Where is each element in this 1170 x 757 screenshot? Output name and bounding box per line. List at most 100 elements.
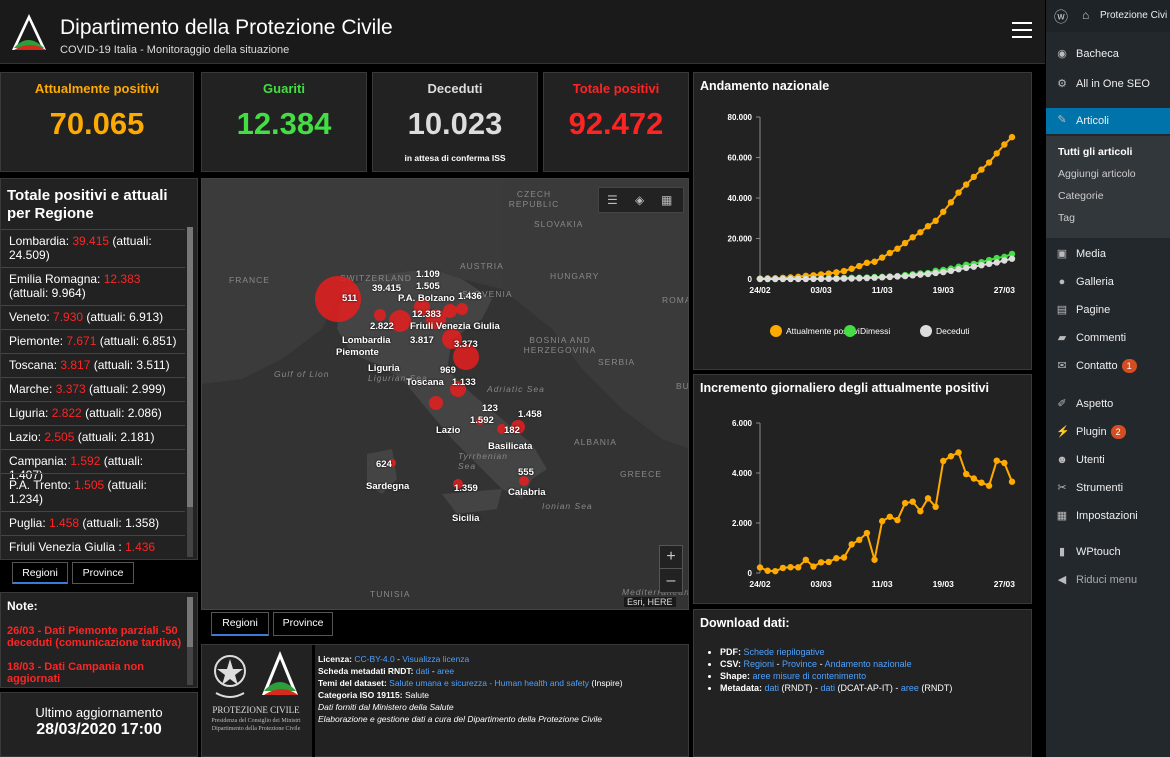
wp-menu-riduci-menu[interactable]: ◀ Riduci menu [1046,568,1170,592]
pdf-label: PDF: [720,647,744,657]
map-bubble[interactable] [389,310,411,332]
wp-menu-pagine[interactable]: ▤ Pagine [1046,298,1170,322]
data-point [955,449,962,456]
region-list-item[interactable]: Liguria: 2.822 (attuali: 2.086) [1,401,185,424]
wp-submenu-item[interactable]: Tutti gli articoli [1058,146,1133,158]
licenza-link[interactable]: CC-BY-4.0 [354,654,395,664]
wp-menu-utenti[interactable]: ☻ Utenti [1046,448,1170,472]
map-bubble[interactable] [453,344,479,370]
meta-dcat-link[interactable]: dati [820,683,836,693]
map-bubble[interactable] [315,276,361,322]
scheda-dati-link[interactable]: dati [415,666,430,676]
map-region-label: P.A. Bolzano [398,293,455,304]
chart-incremento[interactable]: 0 2.000 4.000 6.000 24/02 03/03 11/03 19/03 27/0… [694,375,1031,603]
site-name-link[interactable]: Protezione Civi [1100,10,1168,21]
home-icon[interactable]: ⌂ [1082,8,1090,22]
region-actual: (attuali: 1.358) [79,516,160,530]
map-bubble[interactable] [511,420,525,434]
region-list-scrollbar[interactable] [187,227,193,557]
map-bubble[interactable] [414,299,430,315]
scheda-aree-link[interactable]: aree [437,666,455,676]
zoom-in-button[interactable]: + [660,546,682,569]
map-bubble[interactable] [426,309,446,329]
wp-menu-impostazioni[interactable]: ▦ Impostazioni [1046,504,1170,528]
wp-menu-all-in-one-seo[interactable]: ⚙ All in One SEO [1046,72,1170,96]
wordpress-logo-icon[interactable]: ⓦ [1054,9,1068,25]
map-bubble[interactable] [374,309,386,321]
map-bubble[interactable] [442,329,462,349]
tab-regioni-map[interactable]: Regioni [211,612,269,636]
region-list-item[interactable]: Campania: 1.592 (attuali: 1.407) [1,449,185,486]
region-list-item[interactable]: Lazio: 2.505 (attuali: 2.181) [1,425,185,448]
region-list-item[interactable]: P.A. Trento: 1.505 (attuali: 1.234) [1,473,185,510]
legend-list-icon[interactable]: ☰ [607,193,618,207]
wp-menu-aspetto[interactable]: ✐ Aspetto [1046,392,1170,416]
wp-menu-plugin[interactable]: ⚡ Plugin 2 [1046,420,1170,444]
download-title: Download dati: [700,616,790,630]
wp-submenu-item[interactable]: Tag [1058,212,1075,224]
map-bubble[interactable] [450,381,466,397]
meta-dati-link[interactable]: dati [764,683,780,693]
tab-province-list[interactable]: Province [72,562,134,584]
region-list[interactable]: Lombardia: 39.415 (attuali: 24.509) Emili… [1,229,191,559]
map-view[interactable]: FRANCE SWITZERLAND AUSTRIA CZECH REPUBLIC SL… [201,178,689,610]
hamburger-menu-icon[interactable] [1012,22,1032,38]
map-attribution[interactable]: Esri, HERE [624,597,676,607]
wp-submenu-item[interactable]: Aggiungi articolo [1058,168,1136,180]
wp-menu-galleria[interactable]: ● Galleria [1046,270,1170,294]
region-list-item[interactable]: Toscana: 3.817 (attuali: 3.511) [1,353,185,376]
map-sea-label: Gulf of Lion [274,369,330,379]
wp-menu-strumenti[interactable]: ✂ Strumenti [1046,476,1170,500]
temi-link[interactable]: Salute umana e sicurezza - Human health … [389,678,590,688]
wp-menu-contatto[interactable]: ✉ Contatto 1 [1046,354,1170,378]
meta-aree-link[interactable]: aree [900,683,919,693]
wp-submenu-item[interactable]: Categorie [1058,190,1104,202]
legend-label: Attualmente positivi [786,326,860,336]
region-list-item[interactable]: Lombardia: 39.415 (attuali: 24.509) [1,229,185,266]
zoom-out-button[interactable]: – [666,572,676,589]
map-bubble[interactable] [476,417,484,425]
counter-value: 70.065 [49,106,145,141]
y-tick-label: 40.000 [728,194,753,203]
map-bubble[interactable] [453,479,463,489]
region-list-item[interactable]: Emilia Romagna: 12.383 (attuali: 9.964) [1,267,185,304]
notes-scrollbar[interactable] [187,597,193,685]
tab-province-map[interactable]: Province [273,612,333,636]
map-bubble[interactable] [429,396,443,410]
region-list-item[interactable]: Puglia: 1.458 (attuali: 1.358) [1,511,185,534]
data-point [970,173,978,181]
region-total: 2.822 [51,406,82,420]
wp-menu-label: Plugin [1076,426,1107,438]
region-list-item[interactable]: Piemonte: 7.671 (attuali: 6.851) [1,329,185,352]
wp-menu-articoli[interactable]: ✎ Articoli [1046,108,1170,134]
shape-link[interactable]: aree misure di contenimento [752,671,867,681]
region-list-item[interactable]: Marche: 3.373 (attuali: 2.999) [1,377,185,400]
data-point [985,482,993,489]
csv-regioni-link[interactable]: Regioni [743,659,775,669]
wp-menu-wptouch[interactable]: ▮ WPtouch [1046,540,1170,564]
csv-nazionale-link[interactable]: Andamento nazionale [824,659,912,669]
map-bubble[interactable] [443,304,457,318]
zoom-control: + – [659,545,683,593]
wp-menu-commenti[interactable]: ▰ Commenti [1046,326,1170,350]
map-bubble[interactable] [519,476,529,486]
layers-icon[interactable]: ◈ [635,193,645,207]
seo-icon: ⚙ [1057,78,1067,90]
csv-province-link[interactable]: Province [782,659,818,669]
comments-icon: ▰ [1057,332,1067,344]
wp-menu-bacheca[interactable]: ◉ Bacheca [1046,42,1170,66]
tab-regioni-list[interactable]: Regioni [12,562,68,584]
region-total: 12.383 [103,272,141,286]
wp-menu-media[interactable]: ▣ Media [1046,242,1170,266]
region-list-item[interactable]: Veneto: 7.930 (attuali: 6.913) [1,305,185,328]
view-license-link[interactable]: Visualizza licenza [402,654,470,664]
data-point [825,270,832,277]
basemap-gallery-icon[interactable]: ▦ [661,193,673,207]
chart-andamento[interactable]: 0 20.000 40.000 60.000 80.000 24/02 03/03 11/03… [694,73,1031,369]
region-list-item[interactable]: Friuli Venezia Giulia : 1.436 [1,535,185,558]
map-bubble[interactable] [497,424,507,434]
pdf-link[interactable]: Schede riepilogative [743,647,825,657]
map-region-label: Basilicata [488,441,533,452]
map-bubble[interactable] [388,459,396,467]
map-bubble[interactable] [456,303,468,315]
